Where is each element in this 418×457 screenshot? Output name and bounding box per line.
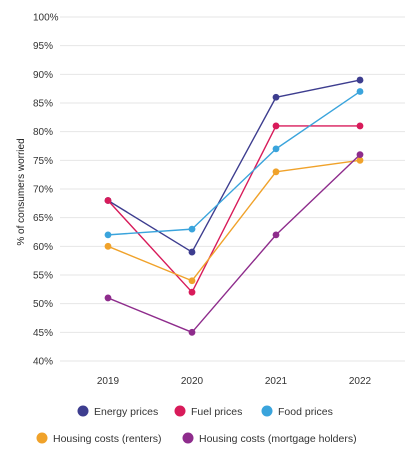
- legend-label: Food prices: [278, 406, 333, 418]
- y-tick-label: 95%: [33, 41, 53, 52]
- legend: Energy prices Fuel prices Food prices Housi…: [36, 405, 357, 445]
- series-line: [107, 79, 361, 253]
- y-tick-label: 90%: [33, 70, 53, 81]
- series-line: [107, 159, 361, 282]
- legend-label: Energy prices: [94, 406, 158, 418]
- y-tick-label: 80%: [33, 127, 53, 138]
- legend-marker: [182, 432, 194, 444]
- legend-marker: [77, 405, 89, 417]
- grid-lines: [60, 16, 405, 362]
- x-tick-label: 2022: [349, 376, 372, 387]
- data-point: [188, 225, 196, 233]
- y-tick-label: 45%: [33, 328, 53, 339]
- legend-marker: [174, 405, 186, 417]
- series-lines: [104, 76, 364, 336]
- data-point: [188, 288, 196, 296]
- y-tick-label: 70%: [33, 185, 53, 196]
- series-line: [107, 90, 361, 236]
- y-tick-label: 65%: [33, 213, 53, 224]
- y-tick-label: 40%: [33, 357, 53, 368]
- y-axis-title: % of consumers worried: [16, 138, 27, 245]
- legend-item: Housing costs (mortgage holders): [182, 432, 357, 445]
- data-point: [356, 122, 364, 130]
- data-point: [104, 242, 112, 250]
- legend-item: Fuel prices: [174, 405, 242, 418]
- data-point: [188, 277, 196, 285]
- data-point: [104, 294, 112, 302]
- x-axis-ticks: 2019 2020 2021 2022: [97, 376, 372, 387]
- series-3: [104, 156, 364, 285]
- data-point: [356, 151, 364, 159]
- legend-marker: [36, 432, 48, 444]
- x-tick-label: 2020: [181, 376, 204, 387]
- data-point: [272, 168, 280, 176]
- data-point: [188, 328, 196, 336]
- legend-item: Energy prices: [77, 405, 158, 418]
- x-tick-label: 2021: [265, 376, 288, 387]
- y-tick-label: 50%: [33, 299, 53, 310]
- y-tick-label: 85%: [33, 99, 53, 110]
- data-point: [356, 156, 364, 164]
- legend-label: Housing costs (renters): [53, 433, 162, 445]
- data-point: [188, 248, 196, 256]
- y-tick-label: 55%: [33, 271, 53, 282]
- data-point: [104, 197, 112, 204]
- series-line: [107, 154, 361, 334]
- legend-label: Fuel prices: [191, 406, 242, 418]
- data-point: [272, 93, 280, 101]
- series-4: [104, 151, 364, 336]
- y-tick-label: 75%: [33, 156, 53, 167]
- x-tick-label: 2019: [97, 376, 120, 387]
- y-tick-label: 60%: [33, 242, 53, 253]
- data-point: [272, 231, 280, 239]
- series-1: [104, 122, 364, 296]
- legend-label: Housing costs (mortgage holders): [199, 433, 357, 445]
- data-point: [272, 145, 280, 153]
- legend-item: Housing costs (renters): [36, 432, 162, 445]
- data-point: [104, 231, 112, 239]
- y-tick-label: 100%: [33, 13, 59, 24]
- series-line: [107, 125, 360, 293]
- series-2: [104, 88, 364, 239]
- data-point: [272, 122, 280, 130]
- data-point: [356, 88, 364, 95]
- legend-item: Food prices: [261, 405, 333, 418]
- legend-marker: [261, 405, 273, 417]
- y-axis-ticks: 100% 95% 90% 85% 80% 75% 70% 65% 60% 55% 50% 45% 40%: [33, 13, 59, 368]
- data-point: [356, 76, 364, 84]
